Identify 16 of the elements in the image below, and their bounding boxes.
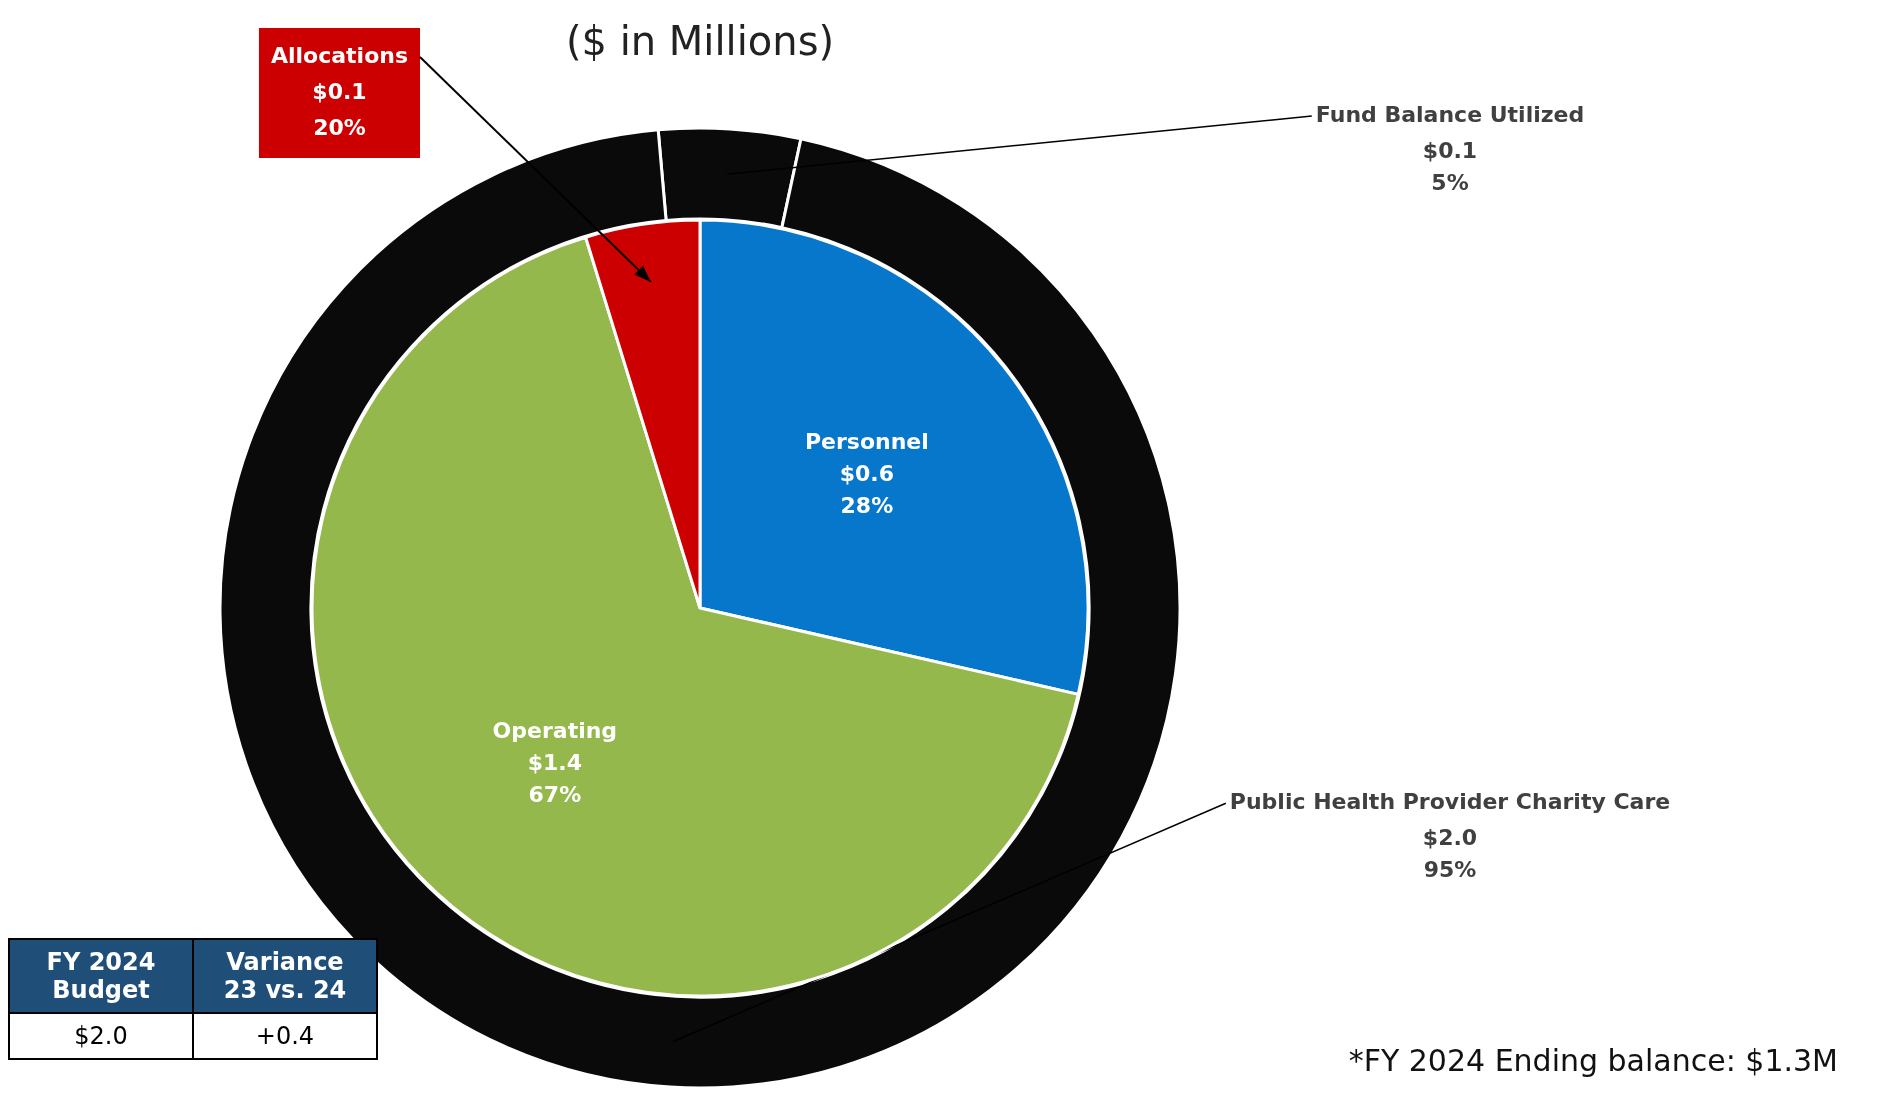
- slice-label: Allocations: [270, 42, 408, 68]
- slice-label: Operating: [492, 718, 618, 744]
- text: Variance 23 vs. 24: [193, 939, 377, 1013]
- data-label: $2.0 95%: [1422, 824, 1478, 882]
- text: *FY 2024 Ending balance: $1.3M: [1348, 1043, 1838, 1078]
- slice-label: Personnel: [804, 428, 929, 454]
- data-label: $0.6 28%: [839, 460, 894, 518]
- data-label: $0.1 20%: [312, 78, 367, 140]
- text: FY 2024 Budget: [9, 939, 193, 1013]
- slice-label: Public Health Provider Charity Care: [1229, 788, 1671, 814]
- data-label: $0.1 5%: [1422, 137, 1478, 195]
- data-label: $1.4 67%: [527, 750, 582, 808]
- text: +0.4: [193, 1013, 377, 1059]
- text: $2.0: [9, 1013, 193, 1059]
- chart-title: ($ in Millions): [565, 18, 835, 64]
- slice-label: Fund Balance Utilized: [1315, 101, 1585, 127]
